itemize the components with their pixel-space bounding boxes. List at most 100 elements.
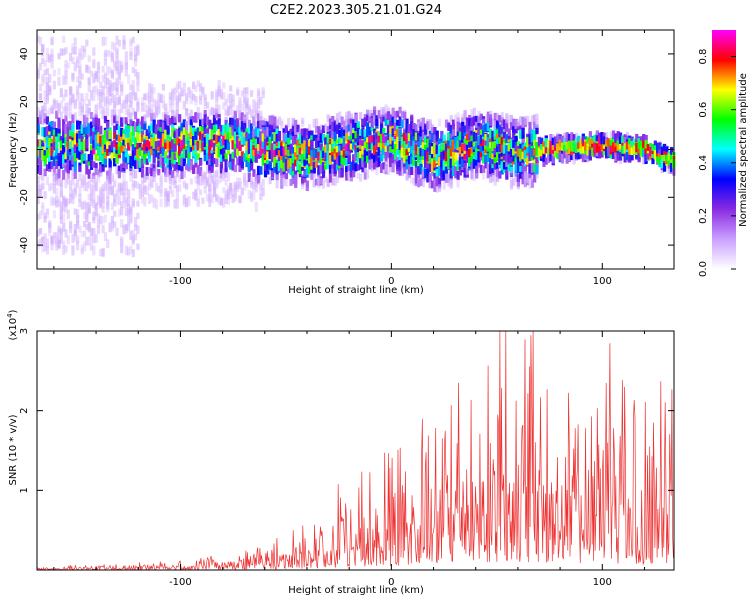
heatmap-cell — [275, 148, 279, 156]
heatmap-cell — [468, 129, 472, 140]
heatmap-cell — [96, 93, 101, 101]
heatmap-cell — [289, 133, 293, 140]
heatmap-cell — [50, 48, 54, 58]
heatmap-cell — [89, 112, 94, 120]
heatmap-cell — [370, 159, 374, 169]
heatmap-cell — [437, 118, 442, 127]
heatmap-cell — [479, 142, 483, 153]
heatmap-cell — [528, 121, 532, 131]
heatmap-cell — [203, 127, 207, 134]
heatmap-cell — [99, 164, 103, 173]
heatmap-cell — [57, 153, 61, 160]
heatmap-cell — [210, 166, 214, 173]
heatmap-cell — [71, 245, 75, 252]
heatmap-cell — [55, 174, 59, 185]
heatmap-cell — [449, 148, 453, 157]
heatmap-cell — [124, 117, 128, 125]
heatmap-cell — [113, 42, 117, 52]
heatmap-cell — [161, 94, 166, 103]
heatmap-cell — [217, 175, 221, 184]
heatmap-cell — [215, 157, 219, 168]
heatmap-cell — [108, 173, 112, 184]
heatmap-cell — [147, 126, 152, 133]
heatmap-cell — [243, 122, 247, 133]
heatmap-cell — [386, 140, 391, 148]
heatmap-cell — [152, 112, 156, 121]
heatmap-cell — [359, 134, 363, 143]
heatmap-cell — [189, 144, 193, 152]
heatmap-cell — [616, 131, 620, 138]
heatmap-cell — [595, 130, 599, 140]
heatmap-cell — [331, 116, 335, 123]
heatmap-cell — [41, 74, 45, 82]
heatmap-cell — [224, 179, 228, 186]
heatmap-cell — [368, 126, 372, 135]
heatmap-cell — [115, 121, 119, 130]
heatmap-cell — [361, 160, 365, 168]
heatmap-cell — [340, 161, 344, 169]
heatmap-cell — [36, 213, 40, 221]
heatmap-cell — [507, 142, 511, 152]
heatmap-cell — [120, 188, 124, 196]
heatmap-cell — [335, 163, 340, 171]
heatmap-cell — [263, 138, 268, 149]
heatmap-cell — [556, 151, 560, 160]
heatmap-cell — [52, 197, 56, 206]
heatmap-cell — [491, 130, 495, 139]
heatmap-cell — [187, 151, 191, 159]
heatmap-cell — [110, 41, 115, 50]
heatmap-cell — [154, 151, 159, 158]
heatmap-cell — [468, 148, 472, 158]
heatmap-cell — [36, 147, 40, 156]
heatmap-cell — [366, 136, 370, 143]
heatmap-cell — [526, 137, 530, 148]
heatmap-cell — [85, 104, 89, 114]
heatmap-cell — [440, 168, 444, 178]
heatmap-cell — [198, 112, 203, 123]
heatmap-cell — [215, 108, 219, 119]
heatmap-cell — [196, 106, 200, 114]
heatmap-cell — [553, 150, 558, 158]
heatmap-cell — [507, 114, 511, 125]
heatmap-cell — [136, 243, 140, 250]
heatmap-cell — [94, 134, 98, 144]
heatmap-cell — [113, 193, 117, 203]
heatmap-cell — [598, 132, 602, 142]
heatmap-cell — [64, 115, 68, 122]
heatmap-cell — [382, 142, 386, 152]
heatmap-cell — [48, 137, 52, 147]
heatmap-cell — [465, 134, 469, 141]
heatmap-cell — [180, 123, 184, 131]
heatmap-cell — [625, 131, 630, 140]
heatmap-cell — [106, 100, 110, 108]
heatmap-cell — [398, 166, 402, 176]
heatmap-cell — [99, 197, 103, 207]
heatmap-cell — [275, 179, 279, 189]
heatmap-cell — [208, 140, 212, 150]
heatmap-cell — [222, 174, 226, 181]
heatmap-cell — [57, 168, 61, 179]
heatmap-cell — [254, 178, 258, 188]
heatmap-cell — [124, 155, 128, 166]
heatmap-cell — [419, 154, 423, 162]
heatmap-cell — [182, 127, 186, 135]
heatmap-cell — [280, 121, 284, 130]
heatmap-cell — [284, 163, 289, 172]
heatmap-cell — [52, 176, 56, 186]
heatmap-cell — [282, 171, 286, 178]
heatmap-cell — [41, 183, 45, 190]
heatmap-cell — [87, 99, 91, 107]
heatmap-cell — [410, 145, 414, 154]
heatmap-cell — [326, 144, 330, 151]
heatmap-cell — [414, 132, 418, 141]
heatmap-cell — [324, 144, 328, 153]
heatmap-cell — [108, 145, 112, 153]
heatmap-cell — [433, 172, 437, 181]
heatmap-cell — [479, 153, 483, 161]
heatmap-cell — [59, 206, 63, 215]
heatmap-cell — [521, 173, 525, 181]
heatmap-cell — [444, 143, 449, 152]
heatmap-cell — [78, 151, 82, 160]
heatmap-cell — [463, 163, 467, 172]
